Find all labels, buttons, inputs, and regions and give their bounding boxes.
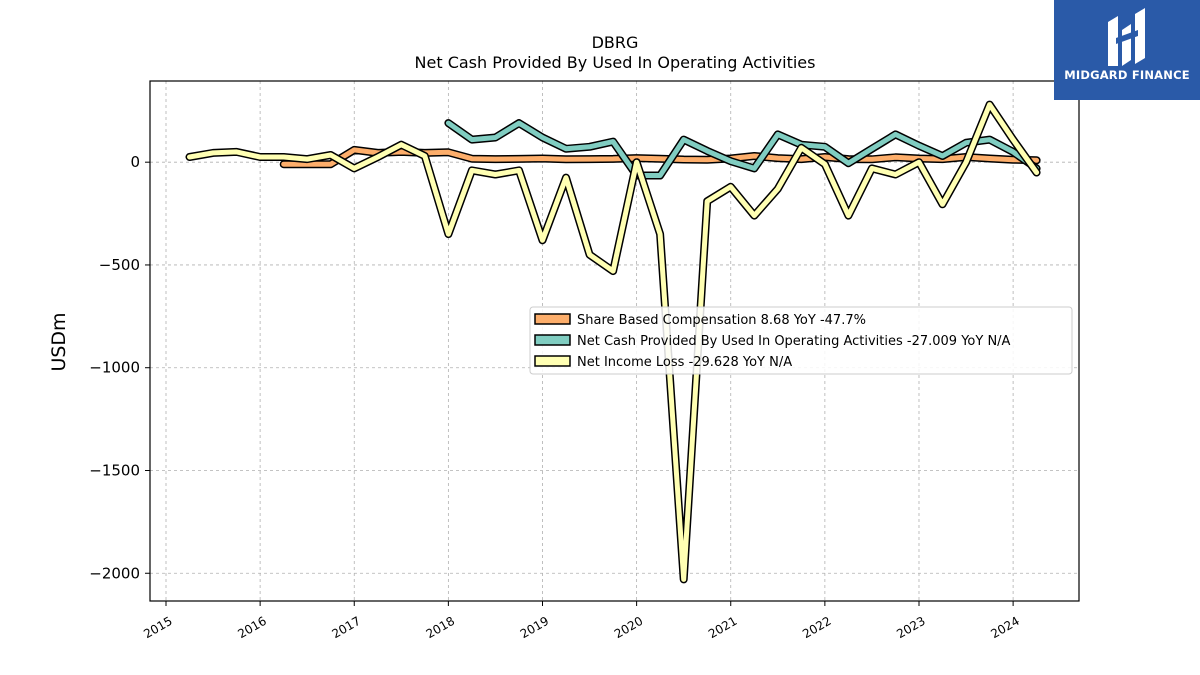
series-1-line xyxy=(445,120,1040,178)
legend-label: Share Based Compensation 8.68 YoY -47.7% xyxy=(577,313,866,328)
legend-swatch xyxy=(534,313,571,325)
legend-box xyxy=(529,306,1073,375)
series-1-outline xyxy=(444,119,1041,180)
x-tick-label: 2021 xyxy=(706,614,739,641)
x-tick-label: 2015 xyxy=(141,614,174,641)
x-tick-label: 2016 xyxy=(235,614,268,641)
x-tick-label: 2023 xyxy=(894,614,927,641)
y-tick-label: −1500 xyxy=(89,461,140,479)
chart-subtitle: Net Cash Provided By Used In Operating A… xyxy=(415,53,816,72)
x-tick-label: 2022 xyxy=(800,614,833,641)
x-tick-label: 2019 xyxy=(518,614,551,641)
y-tick-label: −1000 xyxy=(89,359,140,377)
legend-swatch xyxy=(534,334,571,346)
y-tick-label: −500 xyxy=(99,256,140,274)
legend: Share Based Compensation 8.68 YoY -47.7%… xyxy=(529,306,1073,375)
chart-title: DBRG xyxy=(592,33,639,52)
x-tick-label: 2018 xyxy=(424,614,457,641)
plot-frame xyxy=(149,80,1080,602)
legend-label: Net Income Loss -29.628 YoY N/A xyxy=(577,355,792,370)
x-tick-label: 2024 xyxy=(988,614,1021,641)
logo-text: MIDGARD FINANCE xyxy=(1064,68,1190,82)
legend-swatch xyxy=(534,355,571,367)
x-tick-label: 2020 xyxy=(612,614,645,641)
y-tick-label: −2000 xyxy=(89,564,140,582)
legend-label: Net Cash Provided By Used In Operating A… xyxy=(577,334,1011,349)
axis-ticks: 2015 2016 2017 2018 2019 2020 2021 2022 2023 2024… xyxy=(89,153,1022,641)
series-layer xyxy=(185,100,1041,584)
y-axis-label: USDm xyxy=(48,312,70,371)
logo-mark-icon xyxy=(1108,8,1145,66)
x-tick-label: 2017 xyxy=(330,614,363,641)
y-tick-label: 0 xyxy=(130,153,140,171)
midgard-finance-logo: MIDGARD FINANCE xyxy=(1054,0,1200,100)
